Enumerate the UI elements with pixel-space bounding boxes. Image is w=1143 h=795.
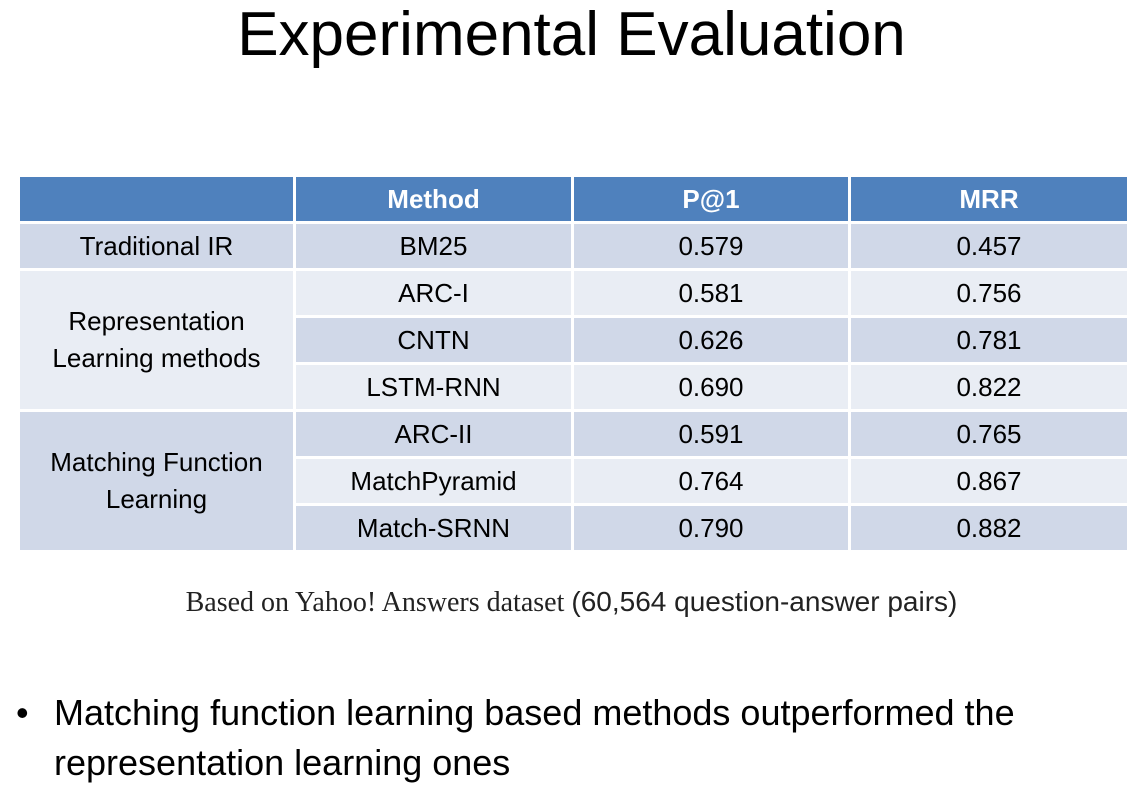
mrr-cell: 0.867 <box>848 456 1130 506</box>
p1-cell: 0.581 <box>571 268 851 318</box>
table-caption: Based on Yahoo! Answers dataset (60,564 … <box>0 584 1143 621</box>
header-method: Method <box>293 174 574 224</box>
p1-cell: 0.764 <box>571 456 851 506</box>
mrr-cell: 0.822 <box>848 362 1130 412</box>
slide-title: Experimental Evaluation <box>237 0 906 69</box>
table-row: MatchPyramid 0.764 0.867 <box>19 456 1130 506</box>
p1-cell: 0.579 <box>571 221 851 271</box>
p1-cell: 0.690 <box>571 362 851 412</box>
table-row: Matching Function Learning ARC-II 0.591 … <box>17 409 1130 553</box>
mrr-cell: 0.882 <box>848 503 1130 553</box>
header-mrr: MRR <box>848 174 1130 224</box>
table-header-row: Method P@1 MRR <box>17 174 1130 224</box>
method-cell: LSTM-RNN <box>293 362 574 412</box>
table-row: LSTM-RNN 0.690 0.822 <box>19 362 1130 412</box>
group-label: Representation Learning methods <box>17 268 296 412</box>
group-label: Matching Function Learning <box>17 409 296 553</box>
p1-cell: 0.626 <box>571 315 851 365</box>
method-cell: BM25 <box>293 221 574 271</box>
table-row: Representation Learning methods ARC-I 0.… <box>17 268 1130 412</box>
header-group <box>17 174 296 224</box>
method-cell: MatchPyramid <box>293 456 574 506</box>
table-row: Match-SRNN 0.790 0.882 <box>19 503 1130 553</box>
results-table: Method P@1 MRR Traditional IR BM25 0.579… <box>17 174 1130 553</box>
table-row: CNTN 0.626 0.781 <box>19 315 1130 365</box>
method-cell: ARC-I <box>293 268 574 318</box>
bullet-text: Matching function learning based methods… <box>54 692 1015 783</box>
header-p1: P@1 <box>571 174 851 224</box>
caption-detail: (60,564 question-answer pairs) <box>571 586 958 617</box>
mrr-cell: 0.756 <box>848 268 1130 318</box>
bullet-dot-icon: • <box>16 692 29 733</box>
caption-text: Based on Yahoo! Answers dataset <box>185 587 565 618</box>
mrr-cell: 0.765 <box>848 409 1130 459</box>
p1-cell: 0.790 <box>571 503 851 553</box>
mrr-cell: 0.781 <box>848 315 1130 365</box>
group-label: Traditional IR <box>17 221 296 271</box>
p1-cell: 0.591 <box>571 409 851 459</box>
mrr-cell: 0.457 <box>848 221 1130 271</box>
method-cell: ARC-II <box>293 409 574 459</box>
method-cell: Match-SRNN <box>293 503 574 553</box>
table-row: Traditional IR BM25 0.579 0.457 <box>17 221 1130 271</box>
method-cell: CNTN <box>293 315 574 365</box>
